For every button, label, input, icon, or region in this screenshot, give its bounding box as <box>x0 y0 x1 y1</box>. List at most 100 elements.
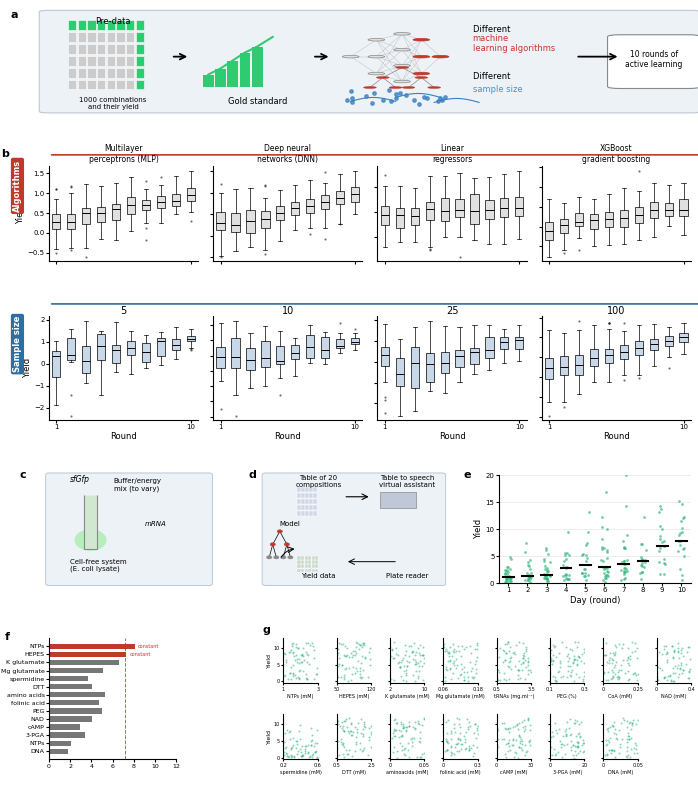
Point <box>675 646 686 659</box>
Bar <box>302 505 305 510</box>
Point <box>655 502 667 515</box>
Bar <box>68 20 77 30</box>
Point <box>309 740 320 752</box>
Point <box>443 649 454 662</box>
Point <box>598 562 609 575</box>
Point <box>525 666 536 679</box>
Point <box>311 661 322 674</box>
Point <box>363 671 374 683</box>
Point <box>337 738 348 751</box>
Point <box>634 566 646 579</box>
Point <box>407 653 418 666</box>
Bar <box>49 692 105 698</box>
Point <box>568 749 579 762</box>
Point <box>518 649 529 661</box>
Point <box>297 664 308 677</box>
Point <box>654 567 665 580</box>
PathPatch shape <box>396 358 404 386</box>
Point <box>499 564 510 577</box>
Bar <box>304 556 308 559</box>
Point <box>470 662 481 675</box>
Point <box>447 747 458 759</box>
Point <box>415 649 426 662</box>
Point <box>451 745 462 758</box>
Point <box>618 712 629 725</box>
Point <box>601 569 612 581</box>
Point <box>566 734 577 747</box>
Point <box>638 511 649 524</box>
Point <box>623 717 634 729</box>
Point <box>401 668 412 681</box>
Point <box>514 737 526 750</box>
Point <box>618 555 630 568</box>
Point <box>523 571 534 584</box>
Bar <box>309 499 313 505</box>
Point <box>630 669 641 682</box>
Point <box>278 736 289 748</box>
Point <box>636 559 647 572</box>
Point <box>504 660 515 673</box>
Point <box>292 747 303 760</box>
Point <box>621 736 632 748</box>
Point <box>623 657 634 670</box>
Point <box>519 672 530 685</box>
Point <box>440 733 452 746</box>
Point <box>331 714 342 727</box>
Point <box>538 568 549 581</box>
Point <box>547 730 558 743</box>
Point <box>569 675 580 687</box>
Point <box>339 715 350 728</box>
Point <box>539 555 550 568</box>
Y-axis label: Yield: Yield <box>267 729 272 744</box>
Point <box>655 661 666 674</box>
Point <box>619 554 630 567</box>
Point <box>602 665 614 678</box>
Bar <box>87 20 96 30</box>
Point <box>463 716 475 729</box>
PathPatch shape <box>291 202 299 215</box>
Point <box>309 746 320 759</box>
Point <box>444 663 455 676</box>
X-axis label: NTPs (mM): NTPs (mM) <box>288 694 313 698</box>
Point <box>493 666 505 679</box>
Point <box>500 576 512 589</box>
Point <box>286 740 297 753</box>
Point <box>636 551 647 563</box>
Point <box>345 729 356 742</box>
Point <box>288 750 299 763</box>
Point <box>461 725 472 738</box>
Point <box>390 730 401 743</box>
Point <box>524 554 535 566</box>
Point <box>578 745 589 758</box>
Y-axis label: Yield: Yield <box>16 204 25 224</box>
Point <box>525 567 536 580</box>
Point <box>350 646 361 659</box>
Point <box>510 746 521 759</box>
Point <box>503 656 514 668</box>
Point <box>607 653 618 666</box>
Point <box>502 636 513 649</box>
Point <box>447 638 459 650</box>
Bar <box>135 80 144 89</box>
Point <box>347 729 358 742</box>
Point <box>552 666 563 679</box>
Point <box>471 721 482 734</box>
Point <box>521 642 532 655</box>
Point <box>396 653 408 666</box>
Point <box>607 720 618 732</box>
Point <box>455 732 466 745</box>
Point <box>306 729 318 741</box>
Point <box>596 510 607 523</box>
Point <box>415 638 426 651</box>
Point <box>470 655 482 668</box>
PathPatch shape <box>634 206 643 223</box>
Point <box>542 568 553 581</box>
Point <box>596 532 607 545</box>
Point <box>678 664 689 676</box>
Point <box>452 712 463 725</box>
Point <box>466 647 477 660</box>
Point <box>445 740 456 753</box>
Point <box>399 660 410 673</box>
Point <box>450 738 461 751</box>
Point <box>461 666 473 679</box>
